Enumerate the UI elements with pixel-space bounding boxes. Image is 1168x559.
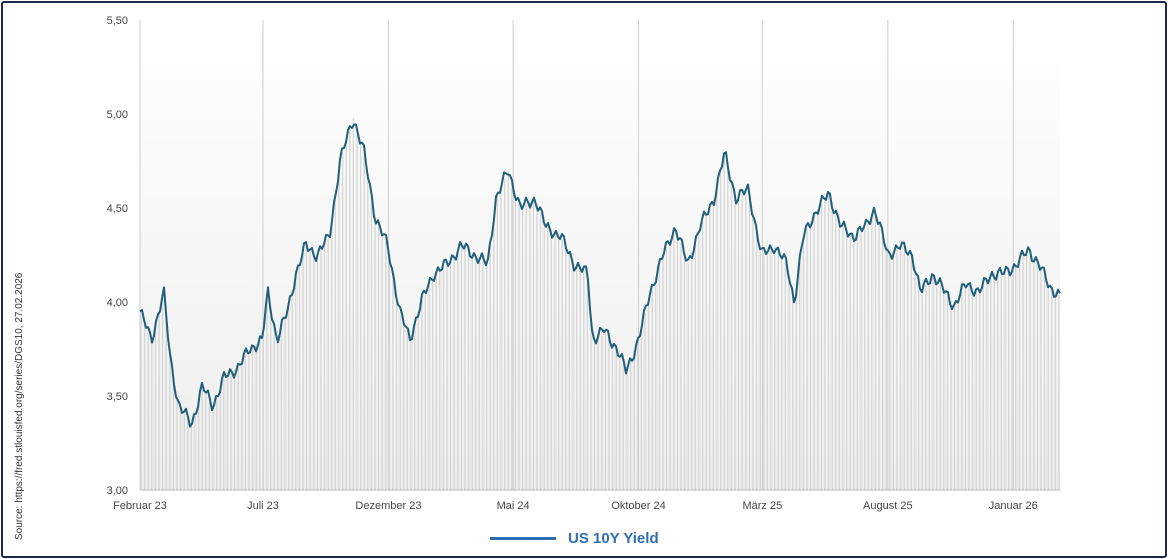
axes: 3,00 3,50 4,00 4,50 5,00 5,50 Februar 23 Juli 2… — [107, 15, 1060, 512]
x-tick-label: Oktober 24 — [611, 500, 665, 512]
y-tick-label: 4,50 — [107, 203, 128, 215]
x-tick-label: März 25 — [742, 500, 782, 512]
y-tick-label: 3,00 — [107, 485, 128, 497]
legend-swatch — [490, 537, 556, 540]
x-tick-label: Januar 26 — [989, 500, 1038, 512]
y-tick-label: 4,00 — [107, 297, 128, 309]
x-tick-label: August 25 — [863, 500, 913, 512]
x-tick-label: Juli 23 — [247, 500, 279, 512]
y-tick-label: 5,00 — [107, 109, 128, 121]
x-tick-label: Februar 23 — [113, 500, 167, 512]
y-tick-label: 3,50 — [107, 391, 128, 403]
legend: US 10Y Yield — [490, 530, 659, 547]
x-tick-label: Mai 24 — [497, 500, 530, 512]
source-note: Source: https://fred.stlouisfed.org/seri… — [14, 272, 25, 540]
value-bars — [140, 118, 1060, 490]
series-layer — [139, 123, 1061, 428]
x-tick-label: Dezember 23 — [355, 500, 421, 512]
y-tick-label: 5,50 — [107, 15, 128, 27]
legend-label: US 10Y Yield — [568, 530, 659, 547]
series-line-us-10y-yield — [139, 123, 1061, 428]
plot-area — [140, 20, 1060, 490]
